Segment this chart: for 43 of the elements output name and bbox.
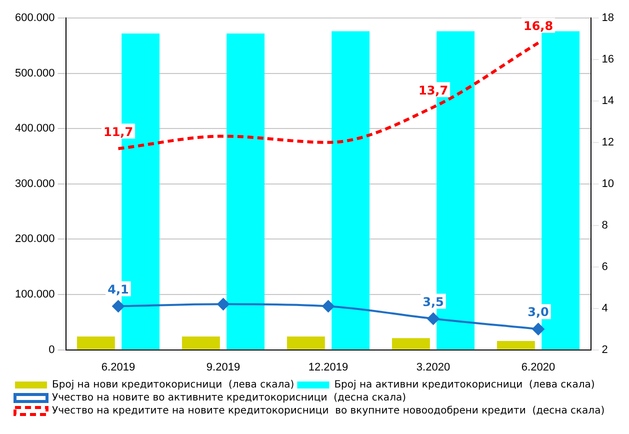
- data-label: 11,7: [103, 124, 134, 139]
- data-label: 3,0: [528, 305, 549, 320]
- y-tick-label: 200.000: [14, 233, 55, 246]
- bar: [392, 338, 430, 350]
- point: [322, 300, 334, 312]
- y2-tick-label: 10: [602, 178, 614, 190]
- y-tick-label: 300.000: [14, 178, 55, 190]
- y-tick-label: 600.000: [14, 12, 55, 24]
- bar: [76, 336, 115, 350]
- bar: [182, 336, 220, 350]
- y2-tick-label: 6: [602, 260, 608, 273]
- y-tick-label: 400.000: [14, 122, 55, 135]
- x-tick-label: 3.2020: [416, 361, 450, 374]
- point: [532, 323, 544, 336]
- y2-tick-label: 16: [602, 54, 614, 66]
- data-label: 16,8: [523, 19, 554, 34]
- legend-label: Учество на кредитите на новите кредитокорисници во вкупните новоодобрени кредити (десна скала): [52, 406, 605, 417]
- legend-label: Број на активни кредитокорисници (лева скала): [334, 380, 595, 391]
- y2-tick-label: 4: [602, 302, 608, 314]
- x-tick-label: 6.2019: [101, 361, 136, 374]
- x-tick-label: 6.2020: [521, 361, 556, 374]
- y-tick-label: 100.000: [14, 288, 55, 301]
- y2-tick-label: 12: [602, 136, 614, 148]
- data-label: 4,1: [108, 282, 129, 296]
- data-label: 13,7: [418, 83, 448, 98]
- bar: [286, 336, 325, 350]
- y-tick-label: 500.000: [14, 67, 55, 80]
- point: [427, 312, 440, 325]
- x-tick-label: 12.2019: [308, 361, 348, 374]
- bar: [496, 340, 535, 350]
- y2-tick-label: 8: [602, 219, 608, 232]
- legend-label: Број на нови кредитокорисници (лева скала): [52, 380, 294, 391]
- y2-tick-label: 14: [602, 94, 614, 107]
- y2-tick-label: 18: [602, 12, 614, 24]
- bar: [226, 33, 265, 350]
- legend-label: Учество на новите во активните кредитокорисници (десна скала): [52, 392, 406, 404]
- x-tick-label: 9.2019: [206, 361, 240, 374]
- bar: [332, 31, 370, 350]
- data-label: 3,5: [422, 294, 444, 309]
- y2-tick-label: 2: [602, 344, 608, 356]
- point: [217, 298, 230, 310]
- y-tick-label: 0: [48, 344, 55, 356]
- point: [112, 300, 124, 312]
